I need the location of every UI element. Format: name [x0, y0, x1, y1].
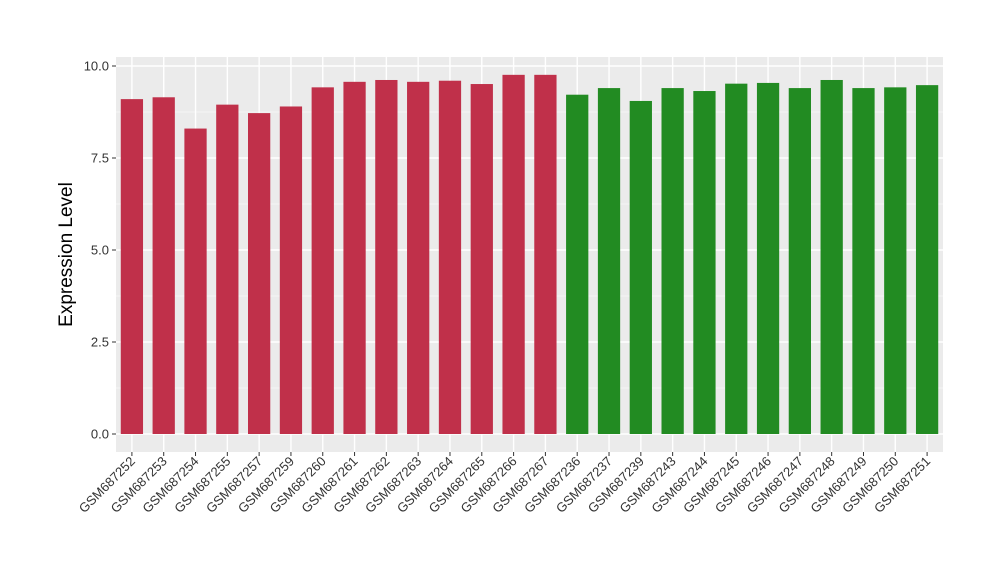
plot-panel	[116, 57, 943, 452]
bar-GSM687237	[597, 88, 621, 434]
bar-GSM687260	[311, 87, 334, 435]
bar-GSM687266	[502, 74, 525, 434]
bar-GSM687267	[534, 74, 557, 434]
bar-GSM687259	[279, 106, 303, 434]
bar-GSM687251	[915, 85, 939, 435]
bar-GSM687250	[884, 87, 907, 435]
y-axis: 0.0 2.5 5.0 7.5 10.0	[84, 59, 116, 442]
bar-GSM687243	[661, 88, 684, 434]
bar-GSM687236	[566, 94, 589, 434]
bar-GSM687265	[470, 84, 493, 435]
y-tick-label: 2.5	[91, 335, 109, 350]
y-axis-title: Expression Level	[56, 182, 77, 327]
y-tick-label: 7.5	[91, 151, 109, 166]
bar-GSM687261	[343, 81, 366, 434]
bar-GSM687257	[248, 113, 271, 434]
bar-GSM687254	[184, 128, 207, 434]
bar-GSM687264	[438, 80, 462, 434]
x-axis: GSM687252GSM687253GSM687254GSM687255GSM6…	[76, 452, 933, 516]
bar-GSM687244	[693, 91, 716, 435]
bar-GSM687245	[725, 83, 748, 434]
bar-GSM687262	[375, 79, 398, 434]
bars	[120, 74, 939, 435]
bar-GSM687248	[820, 79, 843, 434]
bar-GSM687249	[852, 88, 875, 434]
bar-GSM687252	[120, 99, 144, 435]
bar-GSM687263	[407, 81, 430, 434]
bar-GSM687246	[756, 82, 780, 434]
bar-GSM687247	[788, 88, 811, 434]
bar-GSM687255	[216, 104, 239, 434]
y-tick-label: 5.0	[91, 243, 109, 258]
bar-GSM687253	[152, 97, 175, 434]
y-tick-label: 0.0	[91, 427, 109, 442]
y-tick-label: 10.0	[84, 59, 109, 74]
bar-GSM687239	[629, 100, 652, 435]
